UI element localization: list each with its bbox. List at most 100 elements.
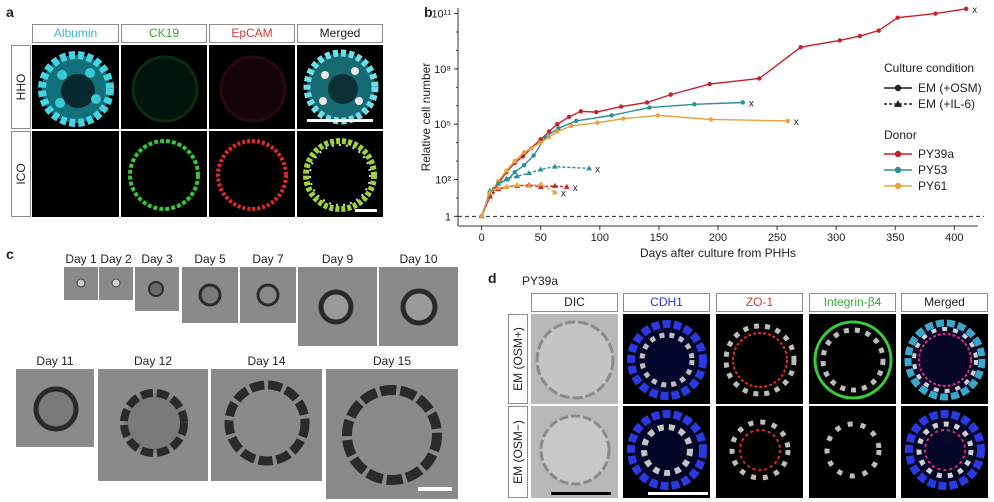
data-point — [595, 120, 600, 125]
row-label-ico: ICO — [11, 131, 31, 217]
data-point — [933, 11, 938, 16]
legend-label: EM (+IL-6) — [918, 97, 975, 111]
organoid-image — [16, 369, 94, 447]
day-label: Day 9 — [321, 252, 354, 266]
data-point — [514, 182, 521, 188]
data-point — [618, 104, 624, 109]
micrograph-ico-albumin — [32, 131, 119, 217]
x-tick-label: 0 — [479, 232, 485, 244]
organoid-image — [99, 267, 133, 300]
day-label: Day 2 — [100, 252, 132, 266]
series-line — [480, 165, 590, 217]
y-tick-label: 10² — [435, 174, 451, 186]
panel-label-d: d — [488, 270, 497, 286]
organoid-image — [135, 267, 179, 311]
legend-marker — [894, 182, 902, 190]
data-point — [546, 129, 552, 134]
column-header-integrin-b4: Integrin-β4 — [809, 293, 896, 312]
data-point — [538, 137, 543, 142]
end-marker: x — [561, 188, 566, 199]
column-header-merged: Merged — [297, 24, 383, 43]
data-point — [521, 162, 527, 168]
data-point — [876, 28, 881, 33]
data-point — [495, 180, 502, 186]
data-point — [740, 100, 746, 105]
data-point — [529, 145, 534, 151]
data-point — [555, 129, 560, 134]
y-tick-label: 1 — [445, 211, 451, 223]
x-tick-label: 350 — [886, 232, 904, 244]
data-point — [668, 92, 673, 97]
data-point — [478, 213, 485, 219]
micrograph-osm-minus-dic — [531, 406, 618, 498]
data-point — [555, 121, 560, 127]
end-marker: x — [595, 164, 600, 175]
column-header-merged: Merged — [901, 293, 988, 312]
data-point — [504, 168, 509, 173]
end-marker: x — [794, 117, 799, 128]
end-marker: x — [972, 5, 977, 16]
data-point — [551, 163, 558, 169]
micrograph-osm-plus-zo1 — [716, 314, 803, 404]
data-point — [644, 100, 650, 105]
data-point — [798, 44, 803, 50]
data-point — [708, 117, 714, 122]
panel-label-b: b — [424, 4, 433, 20]
data-point — [525, 170, 532, 176]
legend-label: PY39a — [918, 147, 954, 161]
data-point — [563, 183, 570, 189]
legend-marker — [894, 84, 902, 92]
x-axis-label: Days after culture from PHHs — [640, 246, 796, 260]
scale-bar — [648, 492, 708, 495]
micrograph-osm-minus-merged — [901, 406, 988, 498]
micrograph-osm-minus-cdh1 — [623, 406, 710, 498]
organoid-image — [64, 267, 98, 300]
x-tick-label: 250 — [768, 232, 786, 244]
micrograph-osm-minus-integrin — [809, 406, 896, 498]
data-point — [707, 81, 712, 87]
panel-label-a: a — [6, 4, 14, 20]
data-point — [837, 38, 842, 43]
micrograph-ico-ck19 — [121, 131, 207, 217]
scale-bar — [418, 487, 452, 491]
data-point — [537, 181, 544, 187]
column-header-albumin: Albumin — [32, 24, 119, 43]
micrograph-osm-plus-merged — [901, 314, 988, 404]
micrograph-osm-plus-integrin — [809, 314, 896, 404]
micrograph-osm-minus-zo1 — [716, 406, 803, 498]
day-label: Day 11 — [36, 354, 74, 368]
series-line — [480, 114, 788, 217]
legend-marker — [894, 150, 902, 158]
data-point — [594, 109, 599, 115]
day-label: Day 15 — [372, 354, 412, 368]
x-tick-label: 150 — [650, 232, 668, 244]
data-point — [525, 182, 532, 188]
organoid-image — [326, 369, 458, 499]
legend-marker — [894, 100, 902, 107]
x-tick-label: 200 — [709, 232, 727, 244]
donor-label: PY39a — [522, 274, 559, 288]
data-point — [609, 113, 614, 118]
micrograph-hho-albumin — [32, 45, 119, 129]
micrograph-osm-plus-dic — [531, 314, 618, 404]
day-label: Day 10 — [399, 252, 438, 266]
micrograph-ico-merged — [297, 131, 383, 217]
legend-title-donor: Donor — [884, 128, 917, 142]
end-marker: x — [749, 98, 754, 109]
series-line — [480, 183, 556, 217]
data-point — [512, 169, 517, 175]
column-header-zo1: ZO-1 — [716, 293, 803, 312]
organoid-image — [240, 267, 296, 323]
data-point — [757, 76, 762, 81]
scale-bar — [355, 209, 377, 212]
growth-curve-chart: 0 50 100 150 200 250 300 350 400 1 10² 10⁵ 10⁸ 10¹¹ Da… — [420, 5, 984, 260]
data-point — [512, 158, 517, 164]
data-point — [486, 189, 493, 195]
data-point — [569, 123, 574, 129]
end-marker: x — [573, 183, 578, 194]
y-axis-label: Relative cell number — [420, 63, 433, 172]
data-point — [551, 182, 558, 188]
data-point — [586, 165, 593, 171]
micrograph-hho-epcam — [209, 45, 295, 129]
x-tick-label: 100 — [591, 232, 609, 244]
